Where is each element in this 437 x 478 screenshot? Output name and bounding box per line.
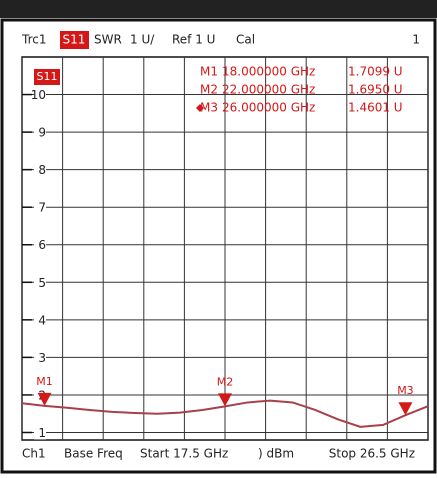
trace-label-box <box>34 69 60 85</box>
readout-name: M2 <box>200 83 218 97</box>
readout-value: 1.7099 U <box>348 65 403 79</box>
param: S11 <box>63 33 86 47</box>
readout-name: M1 <box>200 65 218 79</box>
footer-start: Start 17.5 GHz <box>140 447 228 461</box>
marker-label: M1 <box>36 375 53 388</box>
y-label-bg <box>34 425 46 440</box>
readout-name: M3 <box>200 101 218 115</box>
y-label-bg <box>34 275 46 290</box>
y-label-bg <box>34 350 46 365</box>
y-tick-label: 10 <box>31 88 46 102</box>
cal: Cal <box>236 33 255 47</box>
frame <box>0 18 437 474</box>
y-label-bg <box>34 87 46 102</box>
y-label-bg <box>34 200 46 215</box>
readout-freq: 26.000000 GHz <box>222 101 315 115</box>
y-label-bg <box>34 125 46 140</box>
format: SWR <box>94 33 122 47</box>
y-tick-label: 4 <box>38 313 46 327</box>
trace <box>21 399 429 428</box>
y-tick-label: 9 <box>38 126 46 140</box>
readout-freq: 22.000000 GHz <box>222 83 315 97</box>
y-tick-label: 5 <box>38 276 46 290</box>
readout-value: 1.6950 U <box>348 83 403 97</box>
footer-stop: Stop 26.5 GHz <box>329 447 415 461</box>
footer-base: Base Freq <box>64 447 123 461</box>
y-tick-label: 3 <box>38 351 46 365</box>
y-tick-label: 8 <box>38 163 46 177</box>
y-tick-label: 7 <box>38 201 46 215</box>
scale: 1 U/ <box>130 33 155 47</box>
marker-label: M3 <box>397 384 414 397</box>
channel-number: 1 <box>412 33 420 47</box>
y-tick-label: 6 <box>38 238 46 252</box>
trace-name: Trc1 <box>21 33 46 47</box>
marker-triangle <box>398 402 413 416</box>
top-bar <box>0 0 437 18</box>
readout-value: 1.4601 U <box>348 101 403 115</box>
readout-freq: 18.000000 GHz <box>222 65 315 79</box>
marker-triangle <box>218 393 232 407</box>
y-label-bg <box>34 237 46 252</box>
active-marker-diamond <box>196 104 204 112</box>
marker-label: M2 <box>217 375 234 388</box>
param-box <box>60 31 89 49</box>
footer-channel: Ch1 <box>22 447 46 461</box>
y-label-bg <box>34 312 46 327</box>
footer-power: ) dBm <box>258 447 294 461</box>
ref: Ref 1 U <box>172 33 215 47</box>
marker-triangle <box>37 392 52 406</box>
trace-label: S11 <box>37 70 58 83</box>
y-label-bg <box>34 162 46 177</box>
y-tick-label: 1 <box>38 426 46 440</box>
